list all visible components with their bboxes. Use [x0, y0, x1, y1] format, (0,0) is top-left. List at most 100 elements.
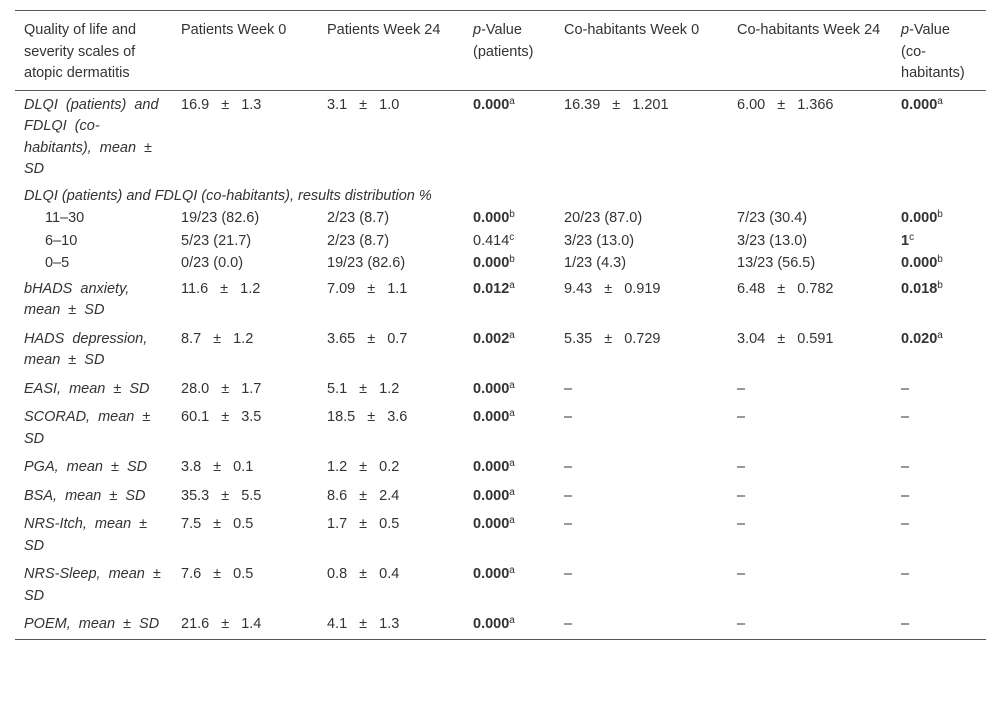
cell: – [564, 487, 573, 504]
plus-minus: ± [359, 616, 368, 632]
column-header: Patients Week 24 [318, 10, 464, 91]
plus-minus: ± [213, 459, 222, 475]
cell: 0.414c [464, 230, 555, 253]
footnote-mark: a [509, 458, 515, 469]
p-value: 0.000 [473, 459, 510, 475]
number: 18.5 [327, 409, 356, 425]
cell: – [901, 616, 910, 632]
plus-minus: ± [359, 516, 368, 532]
cell: 5.35 ±0.729 [555, 325, 728, 375]
cell: 7.5 ±0.5 [172, 510, 318, 560]
p-value: 0.000 [473, 487, 510, 504]
footnote-mark: a [509, 615, 515, 626]
table-row: SCORAD, mean ± SD 60.1 ±3.5 18.5 ±3.6 0.000a –… [15, 403, 986, 453]
p-value: 0.002 [473, 330, 510, 347]
number: 1.7 [327, 516, 348, 532]
cell: – [737, 566, 746, 582]
table-row: 0–5 0/23 (0.0) 19/23 (82.6) 0.000b 1/23 (4.3… [15, 252, 986, 275]
plus-minus: ± [367, 280, 376, 297]
table-row: DLQI (patients) and FDLQI (co-habitants)… [15, 90, 986, 184]
number: 4.1 [327, 616, 348, 632]
number: 3.5 [241, 409, 262, 425]
number: 5.35 [564, 330, 593, 347]
cell: – [901, 459, 910, 475]
cell: 3.8 ±0.1 [172, 453, 318, 482]
cell: – [737, 409, 746, 425]
p-value: 0.000 [901, 96, 938, 113]
p-value: 0.020 [901, 330, 938, 347]
plus-minus: ± [359, 487, 368, 504]
italic-text: p [901, 22, 910, 38]
number: 5.5 [241, 487, 262, 504]
number: 35.3 [181, 487, 210, 504]
cell: 0.000a [464, 560, 555, 610]
number: 3.8 [181, 459, 202, 475]
column-header: p-Value (patients) [464, 10, 555, 91]
number: 11.6 [181, 280, 209, 297]
number: 1.0 [379, 96, 400, 113]
number: 6.48 [737, 280, 766, 297]
footnote-mark: a [509, 95, 515, 107]
footnote-mark: a [509, 408, 515, 419]
footnote-mark: b [937, 209, 943, 220]
plus-minus: ± [221, 487, 230, 504]
number: 0.2 [379, 459, 400, 475]
cell: – [564, 616, 573, 632]
cell: 16.9 ±1.3 [172, 90, 318, 184]
cell: 0.8 ±0.4 [318, 560, 464, 610]
cell: 0.000b [464, 252, 555, 275]
plus-minus: ± [612, 96, 621, 113]
number: 7.5 [181, 516, 202, 532]
table-row: EASI, mean ± SD 28.0 ±1.7 5.1 ±1.2 0.000a – – – [15, 375, 986, 404]
footnote-mark: c [509, 231, 515, 243]
number: 60.1 [181, 409, 210, 425]
p-value: 0.000 [473, 255, 510, 271]
cell: 2/23 (8.7) [327, 232, 390, 249]
p-value: 0.000 [473, 380, 510, 397]
number: 3.04 [737, 330, 766, 347]
p-value: 0.000 [473, 210, 510, 226]
footnote-mark: a [509, 486, 515, 498]
plus-minus: ± [367, 330, 376, 347]
cell: 4.1 ±1.3 [318, 610, 464, 639]
column-header: Co-habitants Week 0 [555, 10, 728, 91]
number: 3.65 [327, 330, 356, 347]
number: 3.6 [387, 409, 408, 425]
cell: 0/23 (0.0) [181, 255, 244, 271]
footnote-mark: a [509, 279, 515, 291]
table-row: NRS-Itch, mean ± SD 7.5 ±0.5 1.7 ±0.5 0.000a –… [15, 510, 986, 560]
number: 0.782 [797, 280, 834, 297]
number: 0.8 [327, 566, 348, 582]
p-value: 0.000 [901, 255, 938, 271]
number: 9.43 [564, 280, 593, 297]
footnote-mark: a [509, 379, 515, 391]
number: 1.2 [327, 459, 348, 475]
cell: 2/23 (8.7) [327, 210, 390, 226]
number: 1.201 [632, 96, 669, 113]
plus-minus: ± [359, 380, 368, 397]
table-row: 11–30 19/23 (82.6) 2/23 (8.7) 0.000b 20/23 (… [15, 207, 986, 230]
cell: 0.000a [464, 510, 555, 560]
cell: 28.0 ±1.7 [172, 375, 318, 404]
column-header: Patients Week 0 [172, 10, 318, 91]
cell: – [901, 487, 910, 504]
plus-minus: ± [359, 459, 368, 475]
plus-minus: ± [777, 96, 786, 113]
cell: 7/23 (30.4) [737, 210, 808, 226]
footnote-mark: a [937, 329, 943, 341]
plus-minus: ± [221, 616, 230, 632]
plus-minus: ± [604, 330, 613, 347]
cell: – [901, 516, 910, 532]
table-row: NRS-Sleep, mean ± SD 7.6 ±0.5 0.8 ±0.4 0.000a… [15, 560, 986, 610]
table-row: DLQI (patients) and FDLQI (co-habitants)… [15, 184, 986, 208]
number: 0.919 [624, 280, 661, 297]
footnote-mark: c [909, 231, 915, 243]
cell: 6.00 ±1.366 [728, 90, 892, 184]
plus-minus: ± [213, 566, 222, 582]
plus-minus: ± [777, 330, 786, 347]
footnote-mark: b [509, 254, 515, 265]
footnote-mark: a [509, 515, 515, 526]
plus-minus: ± [367, 409, 376, 425]
cell: 9.43 ±0.919 [555, 275, 728, 325]
cell: 0.002a [464, 325, 555, 375]
